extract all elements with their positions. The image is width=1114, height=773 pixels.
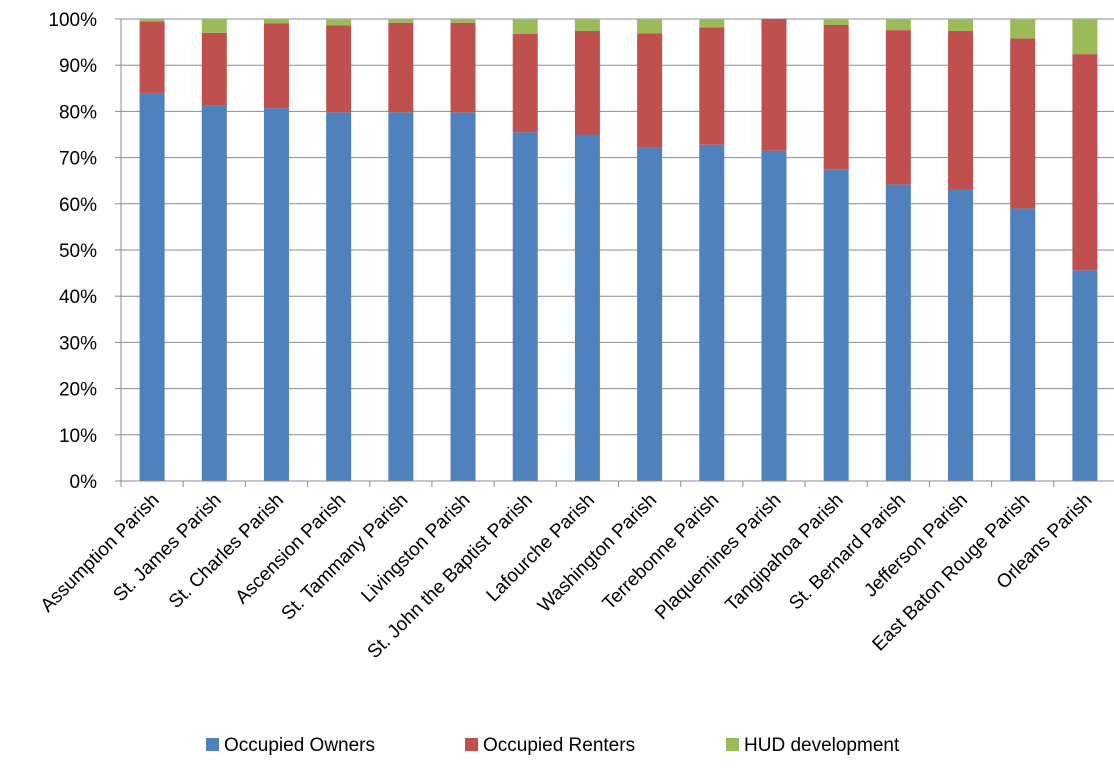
bar-segment: [263, 19, 289, 24]
y-tick-label: 60%: [59, 195, 97, 216]
bar-segment: [326, 112, 352, 481]
bar-segment: [388, 19, 414, 23]
y-tick-labels: 0% 10% 20% 30% 40% 50% 60% 70% 80% 90% 100%: [48, 10, 97, 493]
bar-segment: [823, 25, 849, 170]
bar-segment: [1072, 54, 1098, 271]
bar-segment: [326, 19, 352, 26]
bars: [139, 19, 1098, 482]
y-tick-label: 0%: [70, 472, 98, 493]
bar-segment: [139, 19, 165, 22]
y-tick-label: 80%: [59, 102, 97, 123]
axes: [115, 18, 1114, 487]
legend-swatch: [206, 738, 219, 751]
bar-segment: [1072, 270, 1098, 481]
x-category-label: Tangipahoa Parish: [722, 490, 848, 616]
x-category-label: Terrebonne Parish: [599, 490, 724, 615]
bar-segment: [885, 30, 911, 185]
bar-segment: [948, 19, 974, 32]
bar-segment: [637, 33, 663, 148]
bar-segment: [574, 31, 600, 135]
bar-segment: [201, 32, 227, 106]
bar-segment: [450, 112, 476, 481]
bar-segment: [450, 19, 476, 23]
bar-segment: [201, 105, 227, 482]
bar-segment: [885, 184, 911, 481]
legend-label: Occupied Renters: [483, 735, 635, 756]
bar-segment: [1010, 38, 1036, 209]
bar-segment: [574, 134, 600, 481]
x-category-label: St. Charles Parish: [165, 490, 288, 613]
bar-segment: [512, 19, 538, 34]
bar-segment: [450, 22, 476, 113]
x-category-label: Assumption Parish: [37, 490, 164, 617]
bar-segment: [263, 108, 289, 481]
bar-segment: [388, 112, 414, 481]
x-category-label: Washington Parish: [534, 490, 661, 617]
bar-segment: [512, 132, 538, 481]
bar-segment: [699, 19, 725, 28]
bar-segment: [388, 22, 414, 113]
x-category-label: Ascension Parish: [232, 490, 351, 609]
bar-segment: [326, 25, 352, 113]
bar-segment: [574, 19, 600, 32]
x-category-label: St. James Parish: [109, 490, 225, 606]
bar-segment: [637, 147, 663, 481]
bar-segment: [761, 150, 787, 482]
legend-swatch: [465, 738, 478, 751]
y-tick-label: 30%: [59, 333, 97, 354]
bar-segment: [699, 27, 725, 145]
legend-swatch: [726, 738, 739, 751]
legend: Occupied Owners Occupied Renters HUD devel…: [206, 735, 900, 756]
bar-segment: [948, 31, 974, 190]
y-tick-label: 70%: [59, 149, 97, 170]
bar-segment: [885, 19, 911, 31]
bar-segment: [512, 33, 538, 133]
bar-segment: [823, 169, 849, 481]
bar-segment: [1010, 19, 1036, 39]
y-tick-label: 90%: [59, 56, 97, 77]
bar-segment: [201, 19, 227, 33]
x-category-label: Lafourche Parish: [483, 490, 599, 606]
bar-segment: [1072, 19, 1098, 55]
x-category-label: Livingston Parish: [357, 490, 474, 607]
bar-segment: [139, 92, 165, 482]
bar-segment: [263, 23, 289, 109]
legend-label: HUD development: [744, 735, 900, 756]
bar-segment: [139, 21, 165, 93]
bar-segment: [823, 19, 849, 26]
y-tick-label: 100%: [48, 10, 97, 31]
y-tick-label: 10%: [59, 426, 97, 447]
y-tick-label: 50%: [59, 241, 97, 262]
bar-segment: [1010, 208, 1036, 482]
y-tick-label: 20%: [59, 380, 97, 401]
bar-segment: [948, 189, 974, 481]
x-category-label: St. Bernard Parish: [785, 490, 910, 615]
bar-segment: [699, 144, 725, 481]
bar-segment: [637, 19, 663, 34]
y-tick-label: 40%: [59, 287, 97, 308]
bar-segment: [761, 19, 787, 151]
legend-label: Occupied Owners: [224, 735, 375, 756]
